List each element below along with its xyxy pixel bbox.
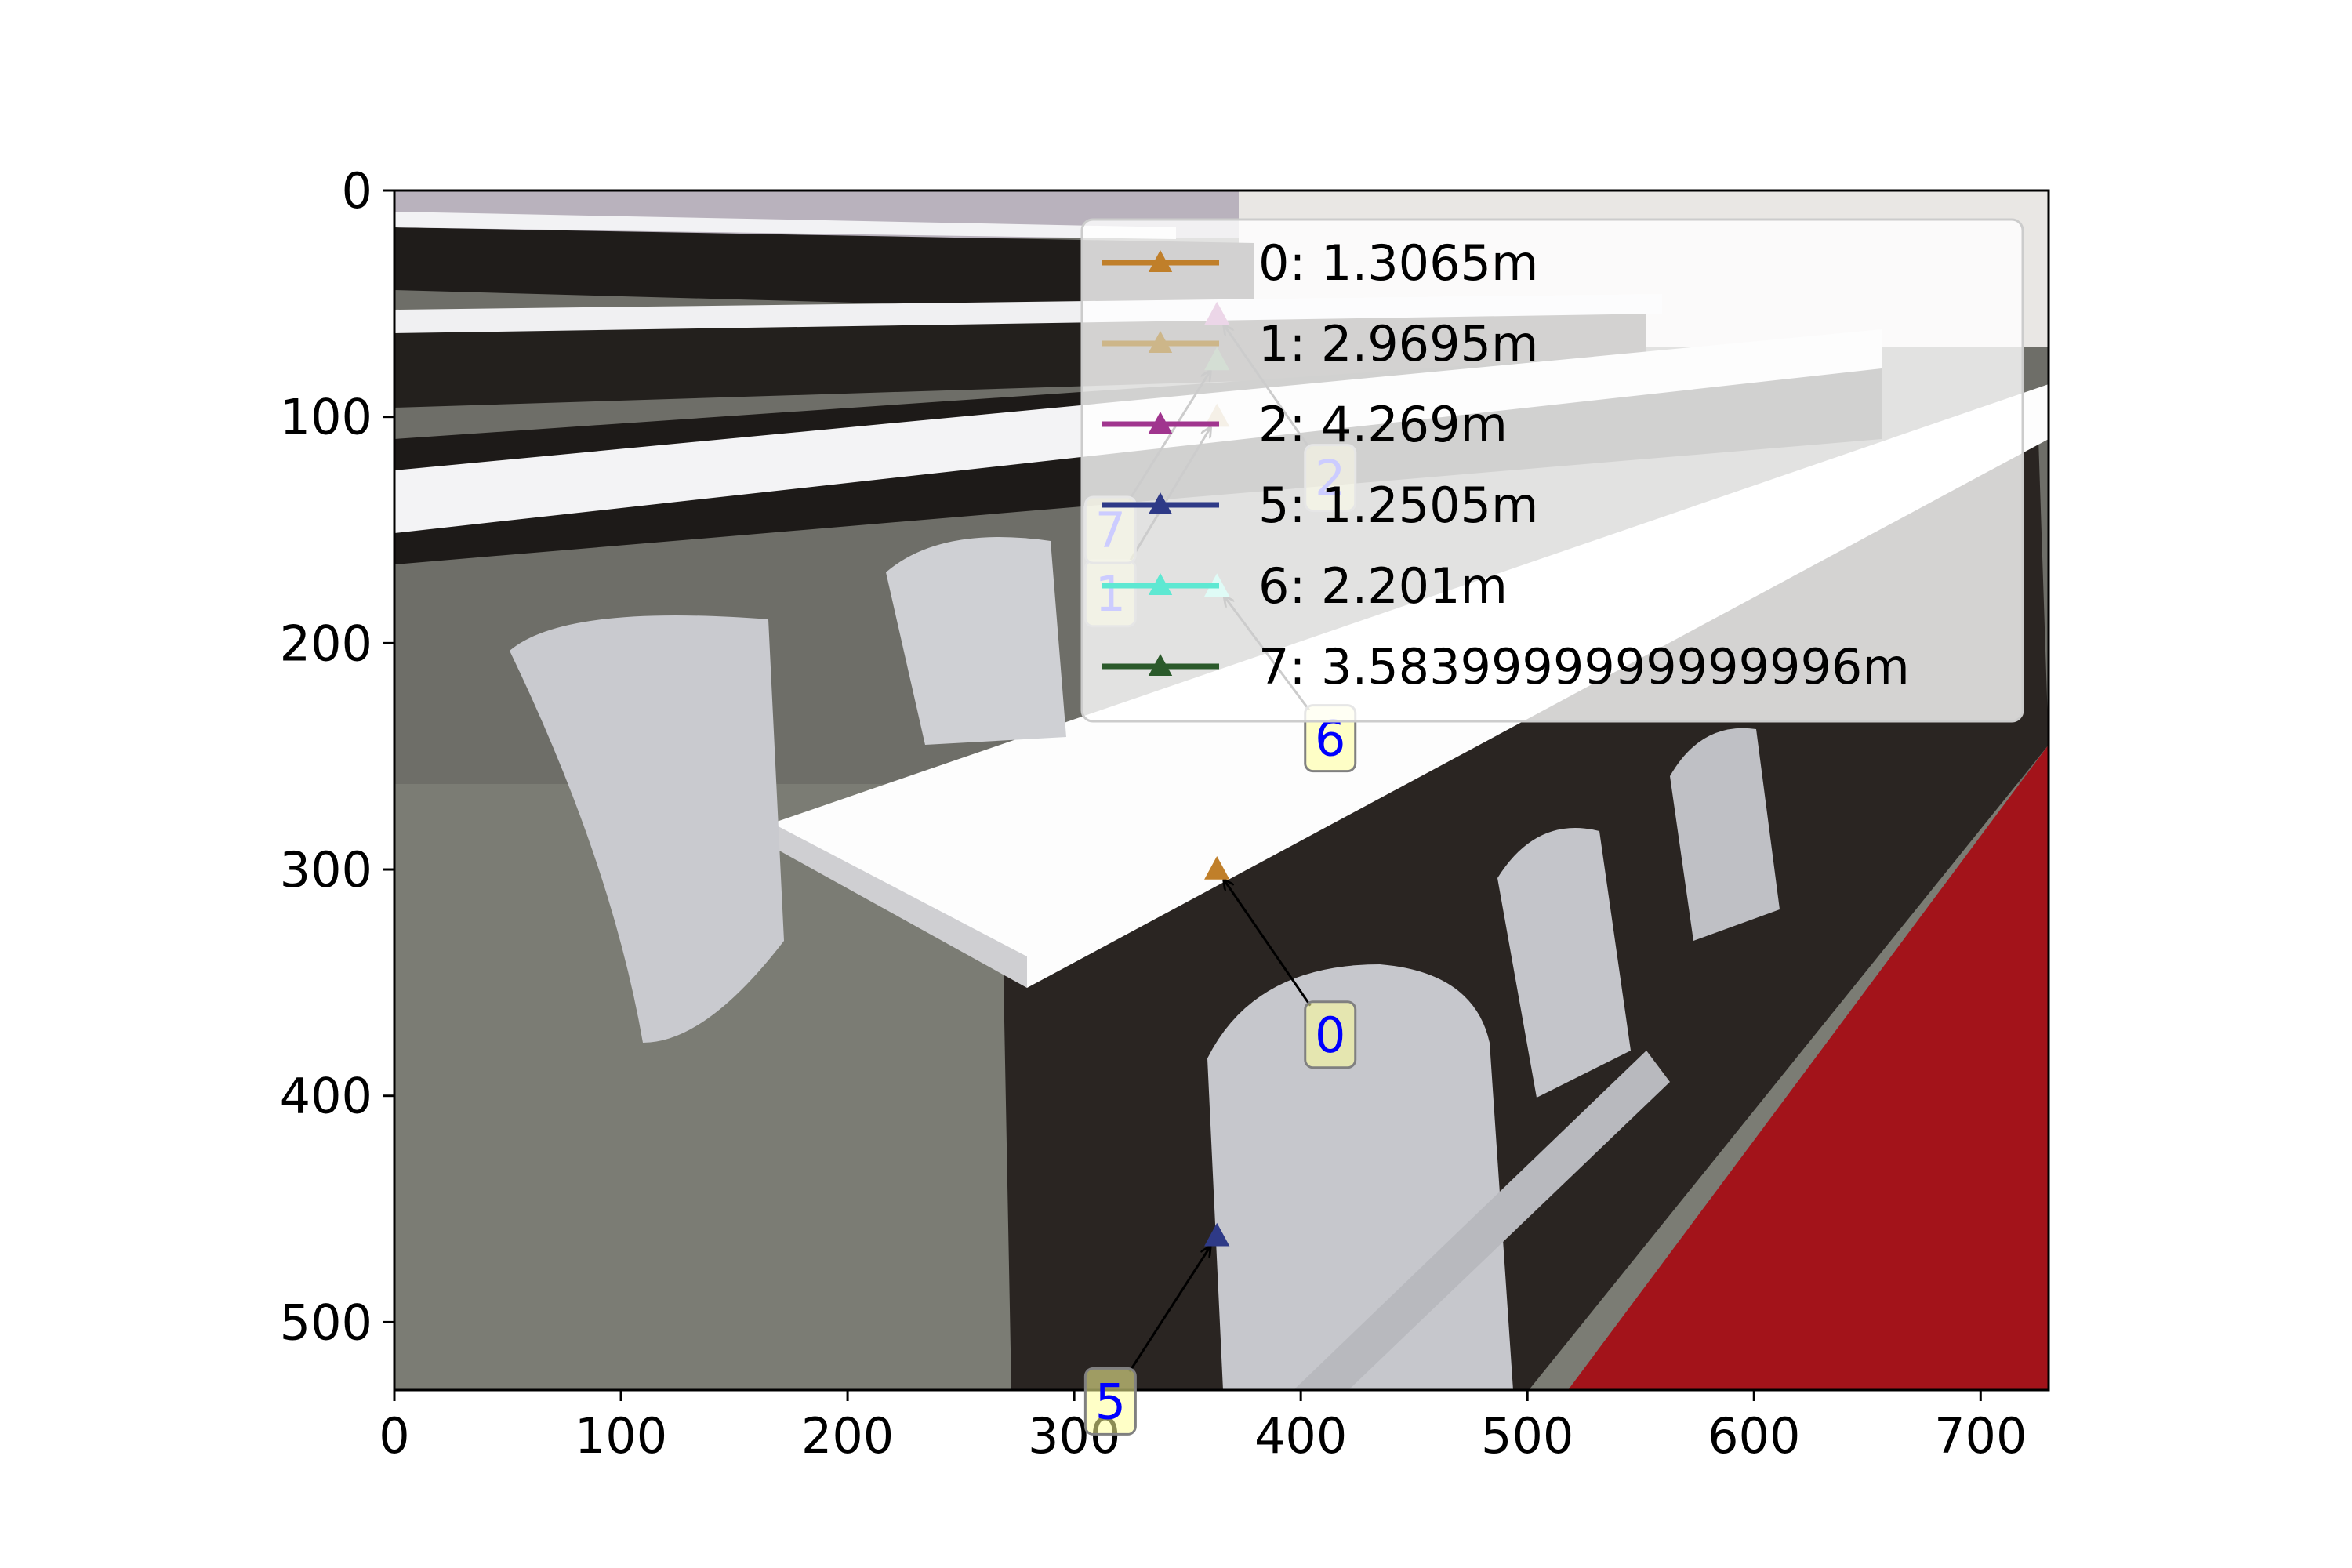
legend-marker-6 [1148,573,1173,595]
point-5-marker [1204,1222,1230,1247]
y-tick-label: 200 [280,615,372,672]
y-axis: 0 100 200 300 400 500 [280,162,394,1351]
legend-marker-5 [1148,492,1173,514]
x-tick-label: 500 [1481,1407,1573,1465]
x-tick-label: 700 [1934,1407,2027,1465]
plot-frame [393,189,2050,1392]
x-tick-label: 100 [575,1407,667,1465]
legend: 0: 1.3065m 1: 2.9695m 2: 4.269m 5: 1.2505m 6… [1080,218,2024,723]
x-tick-label: 600 [1708,1407,1800,1465]
legend-label-2: 2: 4.269m [1258,396,1508,453]
x-tick-label: 0 [379,1407,409,1465]
legend-label-1: 1: 2.9695m [1258,315,1538,372]
annotation-label: 5 [1095,1373,1126,1430]
y-tick-label: 0 [342,162,372,220]
x-tick-label: 200 [801,1407,894,1465]
legend-label-7: 7: 3.5839999999999996m [1258,638,1910,695]
legend-label-5: 5: 1.2505m [1258,477,1538,534]
legend-marker-1 [1148,331,1173,353]
y-tick-label: 400 [280,1068,372,1125]
annotation-arrow [1224,880,1312,1007]
y-tick-label: 300 [280,841,372,898]
legend-box [1080,218,2024,723]
annotation-box [1304,1000,1357,1069]
legend-marker-0 [1148,250,1173,272]
legend-label-0: 0: 1.3065m [1258,234,1538,292]
annotation-label: 0 [1315,1007,1345,1064]
legend-label-6: 6: 2.201m [1258,557,1508,615]
legend-marker-2 [1148,412,1173,434]
y-tick-label: 100 [280,389,372,446]
point-0-marker [1204,856,1230,880]
annotation-arrow [1128,1247,1210,1373]
annotation-box [1083,1367,1137,1436]
legend-marker-7 [1148,654,1173,676]
x-tick-label: 400 [1254,1407,1347,1465]
y-tick-label: 500 [280,1294,372,1351]
x-axis: 0 100 200 300 400 500 600 700 [379,1390,2027,1465]
